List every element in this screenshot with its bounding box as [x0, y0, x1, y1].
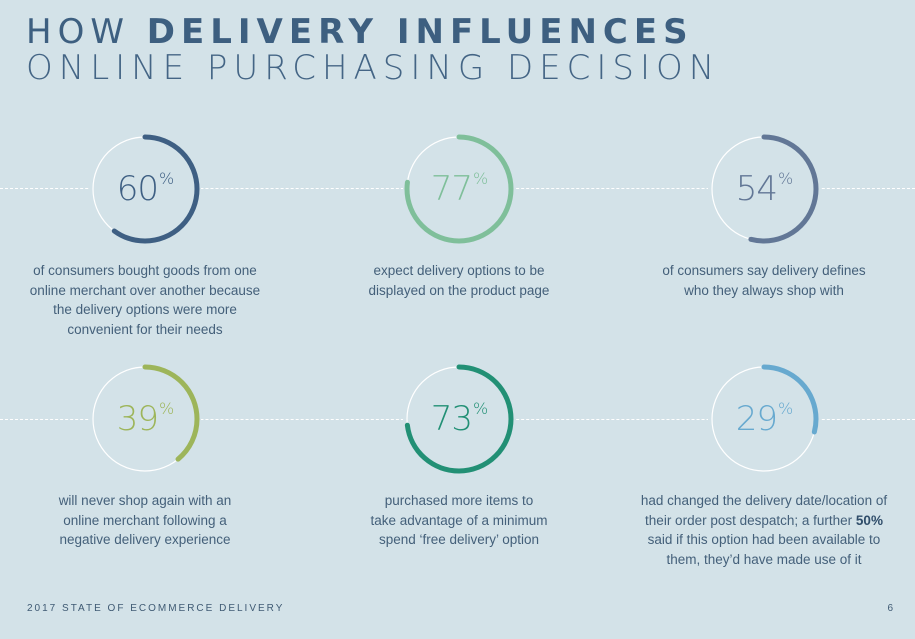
progress-ring: 29% — [708, 363, 820, 475]
stat-card: 54% of consumers say delivery defines wh… — [634, 133, 894, 300]
highlight-value: 50% — [855, 512, 883, 528]
desc-line: convenient for their needs — [67, 321, 223, 337]
percent-number: 60 — [116, 169, 159, 209]
percent-number: 77 — [430, 169, 473, 209]
stat-description: of consumers say delivery defines who th… — [634, 261, 894, 300]
desc-line: them, they’d have made use of it — [666, 551, 862, 567]
percent-sign: % — [778, 399, 793, 418]
stat-description: purchased more items to take advantage o… — [329, 491, 589, 550]
ring-svg — [709, 134, 819, 244]
desc-line: purchased more items to — [384, 493, 534, 508]
footer-text: 2017 STATE OF ECOMMERCE DELIVERY — [27, 603, 285, 614]
desc-line: the delivery options were more — [53, 302, 237, 317]
ring-progress-arc — [90, 134, 200, 244]
ring-progress-arc — [404, 134, 514, 244]
ring-svg — [404, 364, 514, 474]
desc-line: negative delivery experience — [59, 532, 231, 547]
stat-description: expect delivery options to be displayed … — [329, 261, 589, 300]
percent-value: 77% — [403, 133, 515, 245]
ring-svg — [90, 364, 200, 474]
desc-line: displayed on the product page — [368, 282, 550, 298]
title-line-2: ONLINE PURCHASING DECISION — [26, 48, 721, 88]
stat-card: 77% expect delivery options to be displa… — [329, 133, 589, 300]
stat-description: of consumers bought goods from one onlin… — [15, 261, 275, 339]
stat-card: 73% purchased more items to take advanta… — [329, 363, 589, 550]
percent-value: 54% — [708, 133, 820, 245]
desc-line: who they always shop with — [684, 282, 844, 298]
percent-value: 73% — [403, 363, 515, 475]
progress-ring: 77% — [403, 133, 515, 245]
desc-line: take advantage of a minimum — [370, 512, 548, 528]
progress-ring: 39% — [89, 363, 201, 475]
page-number: 6 — [887, 603, 893, 614]
ring-svg — [404, 134, 514, 244]
stat-card: 60% of consumers bought goods from one o… — [15, 133, 275, 339]
ring-svg — [90, 134, 200, 244]
ring-progress-arc — [90, 364, 200, 474]
desc-text: their order post despatch; a further — [645, 512, 856, 528]
percent-number: 39 — [116, 399, 159, 439]
title-thin: HOW — [26, 12, 147, 52]
progress-ring: 60% — [89, 133, 201, 245]
percent-sign: % — [778, 169, 793, 188]
desc-line: had changed the delivery date/location o… — [640, 493, 888, 508]
stat-description: had changed the delivery date/location o… — [629, 491, 899, 569]
percent-value: 29% — [708, 363, 820, 475]
percent-value: 60% — [89, 133, 201, 245]
desc-line: expect delivery options to be — [373, 263, 545, 278]
percent-sign: % — [473, 399, 488, 418]
percent-number: 73 — [430, 399, 473, 439]
ring-svg — [709, 364, 819, 474]
desc-line: of consumers bought goods from one — [33, 263, 257, 278]
desc-line: of consumers say delivery defines — [662, 263, 866, 278]
ring-progress-arc — [709, 134, 819, 244]
percent-value: 39% — [89, 363, 201, 475]
stat-card: 29% had changed the delivery date/locati… — [629, 363, 899, 569]
title-bold: DELIVERY INFLUENCES — [146, 12, 694, 52]
ring-progress-arc — [709, 364, 819, 474]
desc-line: spend ‘free delivery’ option — [378, 532, 540, 547]
ring-progress-arc — [404, 364, 514, 474]
percent-number: 54 — [735, 169, 778, 209]
progress-ring: 54% — [708, 133, 820, 245]
desc-line: online merchant over another because — [29, 282, 261, 298]
page-title: HOW DELIVERY INFLUENCES ONLINE PURCHASIN… — [26, 14, 720, 86]
stat-card: 39% will never shop again with an online… — [15, 363, 275, 550]
progress-ring: 73% — [403, 363, 515, 475]
desc-line: online merchant following a — [63, 512, 227, 528]
desc-line: will never shop again with an — [58, 493, 232, 508]
percent-sign: % — [159, 169, 174, 188]
percent-sign: % — [473, 169, 488, 188]
percent-sign: % — [159, 399, 174, 418]
title-line-1: HOW DELIVERY INFLUENCES — [26, 14, 720, 50]
desc-line: their order post despatch; a further 50% — [629, 511, 899, 531]
stat-description: will never shop again with an online mer… — [15, 491, 275, 550]
percent-number: 29 — [735, 399, 778, 439]
desc-line: said if this option had been available t… — [647, 532, 881, 547]
